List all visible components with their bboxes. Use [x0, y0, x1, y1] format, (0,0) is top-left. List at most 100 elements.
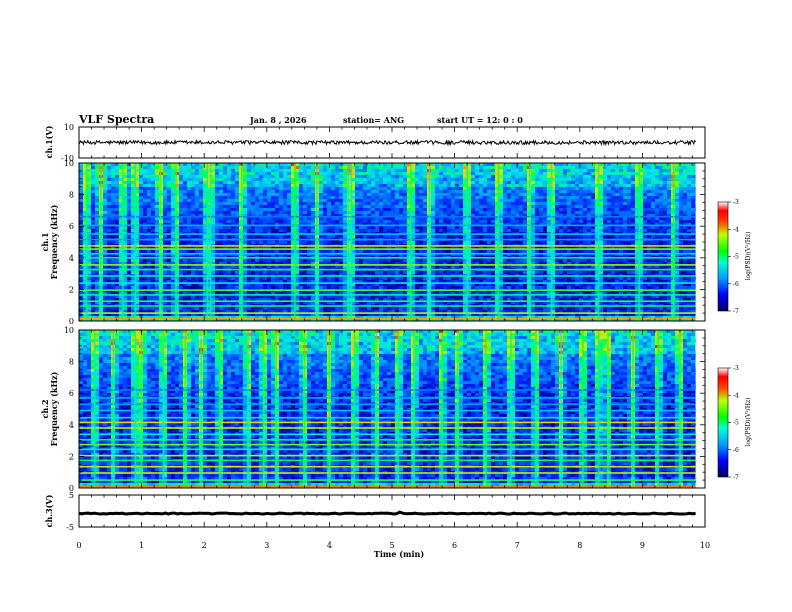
spectrogram-cell [79, 250, 83, 253]
spectrogram-cell [155, 178, 159, 181]
spectrogram-cell [379, 193, 383, 196]
spectrogram-cell [223, 271, 227, 274]
spectrogram-cell [171, 226, 175, 229]
spectrogram-cell [231, 184, 235, 187]
spectrogram-cell [423, 199, 427, 202]
spectrogram-cell [171, 193, 175, 196]
spectrogram-cell [223, 235, 227, 238]
spectrogram-cell [323, 226, 327, 229]
spectrogram-cell [331, 241, 335, 244]
spectrogram-cell [395, 205, 399, 208]
figure-title: VLF Spectra [78, 113, 154, 126]
spectrogram-cell [415, 250, 419, 253]
spectrogram-cell [199, 250, 203, 253]
spectrogram-cell [87, 172, 91, 175]
spectrogram-cell [383, 208, 387, 211]
spectrogram-cell [387, 277, 391, 280]
spectrogram-cell [339, 199, 343, 202]
spectrogram-cell [235, 178, 239, 181]
spectrogram-cell [299, 181, 303, 184]
spectrogram-cell [107, 166, 111, 169]
spectrogram-cell [355, 250, 359, 253]
spectrogram-cell [267, 202, 271, 205]
spectrogram-cell [279, 190, 283, 193]
spectrogram-cell [383, 229, 387, 232]
spectrogram-cell [275, 184, 279, 187]
spectrogram-cell [331, 175, 335, 178]
spectrogram-cell [187, 196, 191, 199]
spectrogram-cell [451, 196, 455, 199]
spectrogram-cell [263, 169, 267, 172]
spectrogram-cell [371, 208, 375, 211]
spectrogram-cell [107, 169, 111, 172]
spectrogram-cell [199, 184, 203, 187]
spectrogram-cell [155, 211, 159, 214]
spectrogram-cell [371, 190, 375, 193]
spectrogram-cell [139, 199, 143, 202]
spectrogram-cell [139, 196, 143, 199]
spectrogram-cell [163, 241, 167, 244]
spectrogram-cell [403, 202, 407, 205]
spectrogram-cell [215, 196, 219, 199]
spectrogram-cell [403, 172, 407, 175]
spectrogram-cell [271, 286, 275, 289]
spectrogram-cell [203, 199, 207, 202]
spectrogram-cell [191, 202, 195, 205]
spectrogram-cell [283, 205, 287, 208]
spectrogram-cell [283, 307, 287, 310]
spectrogram-cell [131, 193, 135, 196]
spectrogram-cell [255, 187, 259, 190]
spectrogram-cell [287, 229, 291, 232]
spectrogram-cell [435, 193, 439, 196]
spectrogram-cell [203, 229, 207, 232]
spectrogram-cell [219, 235, 223, 238]
spectrogram-cell [191, 181, 195, 184]
spectrogram-cell [335, 172, 339, 175]
spectrogram-cell [147, 211, 151, 214]
spectrogram-cell [339, 220, 343, 223]
spectrogram-cell [367, 199, 371, 202]
spectrogram-cell [247, 205, 251, 208]
spectrogram-cell [439, 259, 443, 262]
spectrogram-cell [267, 208, 271, 211]
spectrogram-cell [163, 307, 167, 310]
spectrogram-cell [259, 235, 263, 238]
spectrogram-cell [327, 286, 331, 289]
spectrogram-cell [355, 286, 359, 289]
spectrogram-cell [343, 184, 347, 187]
spectrogram-cell [439, 166, 443, 169]
spectrogram-cell [199, 178, 203, 181]
spectrogram-cell [447, 250, 451, 253]
spectrogram-cell [115, 172, 119, 175]
ch1-waveform-panel: 10 -10 ch.1(V) [44, 123, 705, 163]
spectrogram-cell [199, 235, 203, 238]
spectrogram-cell [259, 169, 263, 172]
spectrogram-cell [107, 199, 111, 202]
spectrogram-cell [279, 184, 283, 187]
spectrogram-cell [311, 190, 315, 193]
spectrogram-cell [399, 226, 403, 229]
spectrogram-cell [319, 277, 323, 280]
spectrogram-cell [363, 175, 367, 178]
spectrogram-cell [155, 235, 159, 238]
spectrogram-cell [311, 286, 315, 289]
spectrogram-cell [375, 205, 379, 208]
spectrogram-cell [343, 178, 347, 181]
spectrogram-cell [443, 250, 447, 253]
spectrogram-cell [439, 193, 443, 196]
spectrogram-cell [171, 166, 175, 169]
spectrogram-cell [91, 187, 95, 190]
spectrogram-cell [271, 181, 275, 184]
spectrogram-cell [187, 199, 191, 202]
spectrogram-cell [299, 220, 303, 223]
spectrogram-cell [95, 205, 99, 208]
spectrogram-cell [395, 277, 399, 280]
spectrogram-cell [143, 211, 147, 214]
spectrogram-cell [211, 169, 215, 172]
spectrogram-cell [111, 271, 115, 274]
spectrogram-cell [355, 229, 359, 232]
spectrogram-cell [179, 277, 183, 280]
spectrogram-cell [311, 229, 315, 232]
spectrogram-cell [251, 307, 255, 310]
spectrogram-cell [139, 193, 143, 196]
